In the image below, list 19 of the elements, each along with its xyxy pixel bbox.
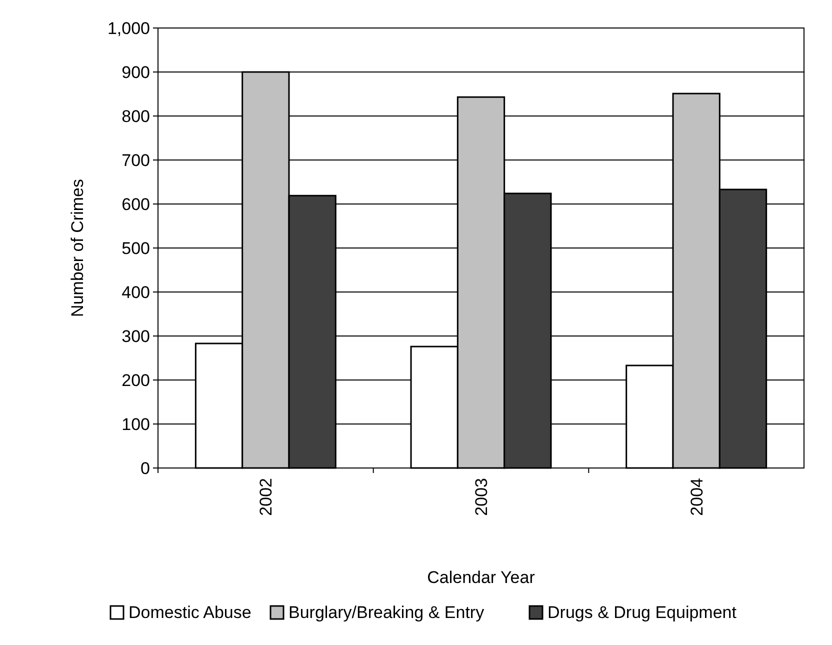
legend-label: Domestic Abuse: [128, 603, 252, 622]
x-axis-title: Calendar Year: [427, 568, 536, 587]
x-tick-label: 2002: [256, 478, 276, 516]
y-tick-label: 500: [122, 238, 150, 258]
y-tick-label: 900: [122, 62, 150, 82]
y-axis-title: Number of Crimes: [68, 179, 87, 317]
y-tick-label: 600: [122, 194, 150, 214]
x-tick-label: 2004: [687, 478, 706, 516]
y-tick-label: 0: [140, 458, 150, 478]
legend-label: Burglary/Breaking & Entry: [288, 603, 485, 622]
y-tick-label: 700: [122, 150, 150, 170]
y-tick-label: 100: [122, 414, 150, 434]
y-tick-label: 400: [122, 282, 150, 302]
x-tick-label: 2003: [472, 478, 491, 516]
y-tick-label: 200: [122, 370, 150, 390]
legend-label: Drugs & Drug Equipment: [548, 603, 737, 622]
y-tick-label: 800: [122, 106, 150, 126]
y-tick-label: 300: [122, 326, 150, 346]
y-tick-label: 1,000: [107, 18, 150, 38]
